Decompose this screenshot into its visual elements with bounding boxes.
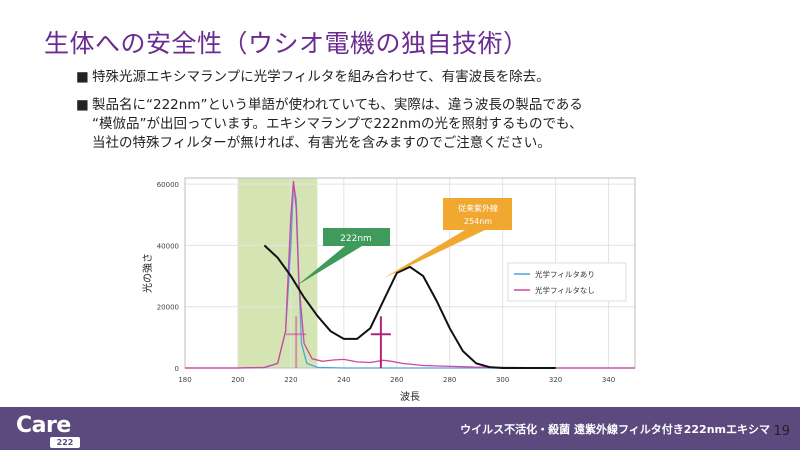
callout-222-text: 222nm (340, 234, 372, 244)
y-axis-label: 光の強さ (141, 253, 154, 293)
page-number: 19 (773, 424, 790, 439)
bullet-square-icon: ■ (76, 69, 89, 85)
spectrum-chart: 180 200 220 240 260 280 300 320 340 0 20000 40000 60… (141, 177, 636, 403)
bullet-text: “模倣品”が出回っています。エキシマランプで222nmの光を照射するものでも、 (92, 116, 583, 132)
bullet-text: 製品名に“222nm”という単語が使われていても、実際は、違う波長の製品である (92, 97, 583, 113)
x-tick-label: 220 (284, 376, 297, 384)
y-tick-label: 40000 (157, 242, 179, 250)
x-tick-label: 240 (337, 376, 350, 384)
x-tick-label: 260 (390, 376, 403, 384)
series-line-3 (263, 244, 556, 369)
bullet-list: ■ 特殊光源エキシマランプに光学フィルタを組み合わせて、有害波長を除去。 ■ 製… (76, 68, 776, 162)
x-tick-label: 320 (549, 376, 562, 384)
y-tick-label: 60000 (157, 181, 179, 189)
x-axis-label: 波長 (400, 390, 420, 403)
x-tick-label: 300 (496, 376, 509, 384)
y-tick-label: 20000 (157, 304, 179, 312)
legend-label: 光学フィルタなし (535, 285, 595, 295)
x-tick-label: 340 (602, 376, 615, 384)
care-logo-sub: 222 (50, 437, 80, 448)
callout-254-box (383, 198, 512, 278)
bullet-square-icon: ■ (76, 97, 89, 113)
callout-254-text2: 254nm (464, 217, 492, 226)
y-tick-label: 0 (175, 365, 179, 373)
bullet-item-1: ■ 特殊光源エキシマランプに光学フィルタを組み合わせて、有害波長を除去。 (76, 68, 776, 87)
legend-box (507, 262, 627, 302)
x-tick-label: 280 (443, 376, 456, 384)
series-line-2 (185, 181, 635, 369)
footer-bar: Care 222 ウイルス不活化・殺菌 遠紫外線フィルタ付き222nmエキシマ (0, 407, 800, 450)
bullet-item-2: ■ 製品名に“222nm”という単語が使われていても、実際は、違う波長の製品であ… (76, 96, 776, 153)
x-tick-label: 180 (178, 376, 191, 384)
x-tick-label: 200 (231, 376, 244, 384)
bullet-text: 特殊光源エキシマランプに光学フィルタを組み合わせて、有害波長を除去。 (92, 69, 550, 85)
legend-label: 光学フィルタあり (535, 269, 595, 279)
callout-222-box (296, 228, 390, 286)
highlight-band (237, 178, 318, 368)
bullet-text: 当社の特殊フィルターが無ければ、有害光を含みますのでご注意ください。 (92, 135, 551, 151)
care-logo: Care (16, 413, 71, 438)
slide-title: 生体への安全性（ウシオ電機の独自技術） (44, 29, 529, 58)
footer-caption: ウイルス不活化・殺菌 遠紫外線フィルタ付き222nmエキシマ (460, 423, 770, 436)
callout-254-text: 従来紫外線 (458, 203, 498, 213)
